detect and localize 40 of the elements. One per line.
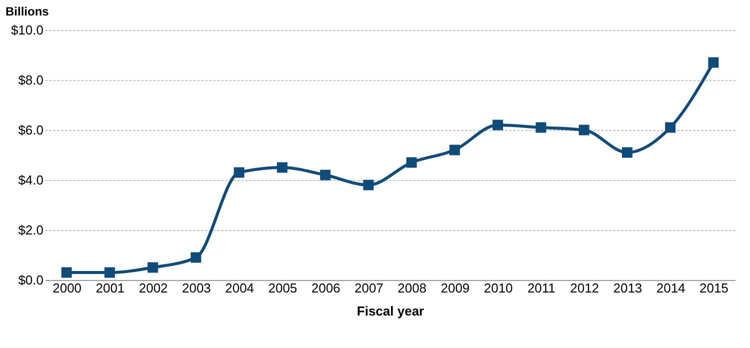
x-tick-label: 2008 bbox=[398, 280, 427, 296]
point bbox=[190, 252, 202, 263]
x-tick-label: 2011 bbox=[527, 280, 556, 296]
x-tick-label: 2009 bbox=[440, 280, 470, 296]
x-tick-label: 2003 bbox=[182, 280, 211, 296]
x-tick-label: 2012 bbox=[570, 280, 600, 296]
point bbox=[492, 120, 504, 130]
point bbox=[449, 144, 460, 156]
point bbox=[363, 180, 374, 190]
y-tick-label: $0.0 bbox=[18, 272, 44, 288]
point bbox=[622, 147, 632, 158]
x-tick-label: 2001 bbox=[96, 280, 125, 296]
point bbox=[276, 162, 288, 173]
x-tick-label: 2013 bbox=[613, 280, 642, 296]
y-tick-label: $10.0 bbox=[10, 22, 44, 38]
x-tick-label: 2015 bbox=[699, 280, 728, 296]
point bbox=[578, 124, 590, 136]
x-tick-label: 2005 bbox=[268, 280, 298, 296]
point bbox=[234, 167, 244, 178]
x-tick-label: 2007 bbox=[354, 280, 384, 296]
point bbox=[148, 262, 158, 273]
point bbox=[61, 267, 72, 278]
y-tick-label: $2.0 bbox=[18, 222, 44, 238]
point bbox=[406, 157, 417, 168]
y-tick-label: $4.0 bbox=[18, 172, 44, 188]
x-tick-label: 2010 bbox=[484, 280, 513, 296]
y-tick-label: $8.0 bbox=[18, 72, 44, 88]
x-tick-label: 2000 bbox=[52, 280, 82, 296]
point bbox=[320, 170, 331, 180]
x-tick-label: 2002 bbox=[138, 280, 168, 296]
point bbox=[536, 122, 546, 133]
point bbox=[665, 122, 676, 133]
point bbox=[708, 57, 719, 68]
x-tick-label: 2004 bbox=[225, 280, 254, 296]
x-tick-label: 2014 bbox=[656, 280, 686, 296]
point bbox=[104, 267, 115, 278]
x-axis-title: Fiscal year bbox=[356, 304, 424, 318]
y-tick-label: $6.0 bbox=[18, 122, 44, 138]
x-tick-label: 2006 bbox=[311, 280, 340, 296]
y-axis-title: Billions bbox=[6, 4, 50, 18]
